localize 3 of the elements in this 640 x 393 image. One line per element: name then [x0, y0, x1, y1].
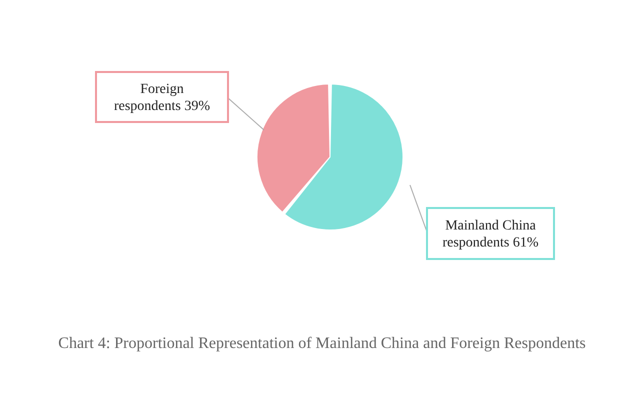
text: Chart 4: Proportional Representation of Mainland China and Foreign Respondents — [58, 335, 586, 352]
slice-label: Mainland China respondents 61% — [442, 218, 539, 250]
slice-label: Foreign respondents 39% — [114, 82, 210, 114]
